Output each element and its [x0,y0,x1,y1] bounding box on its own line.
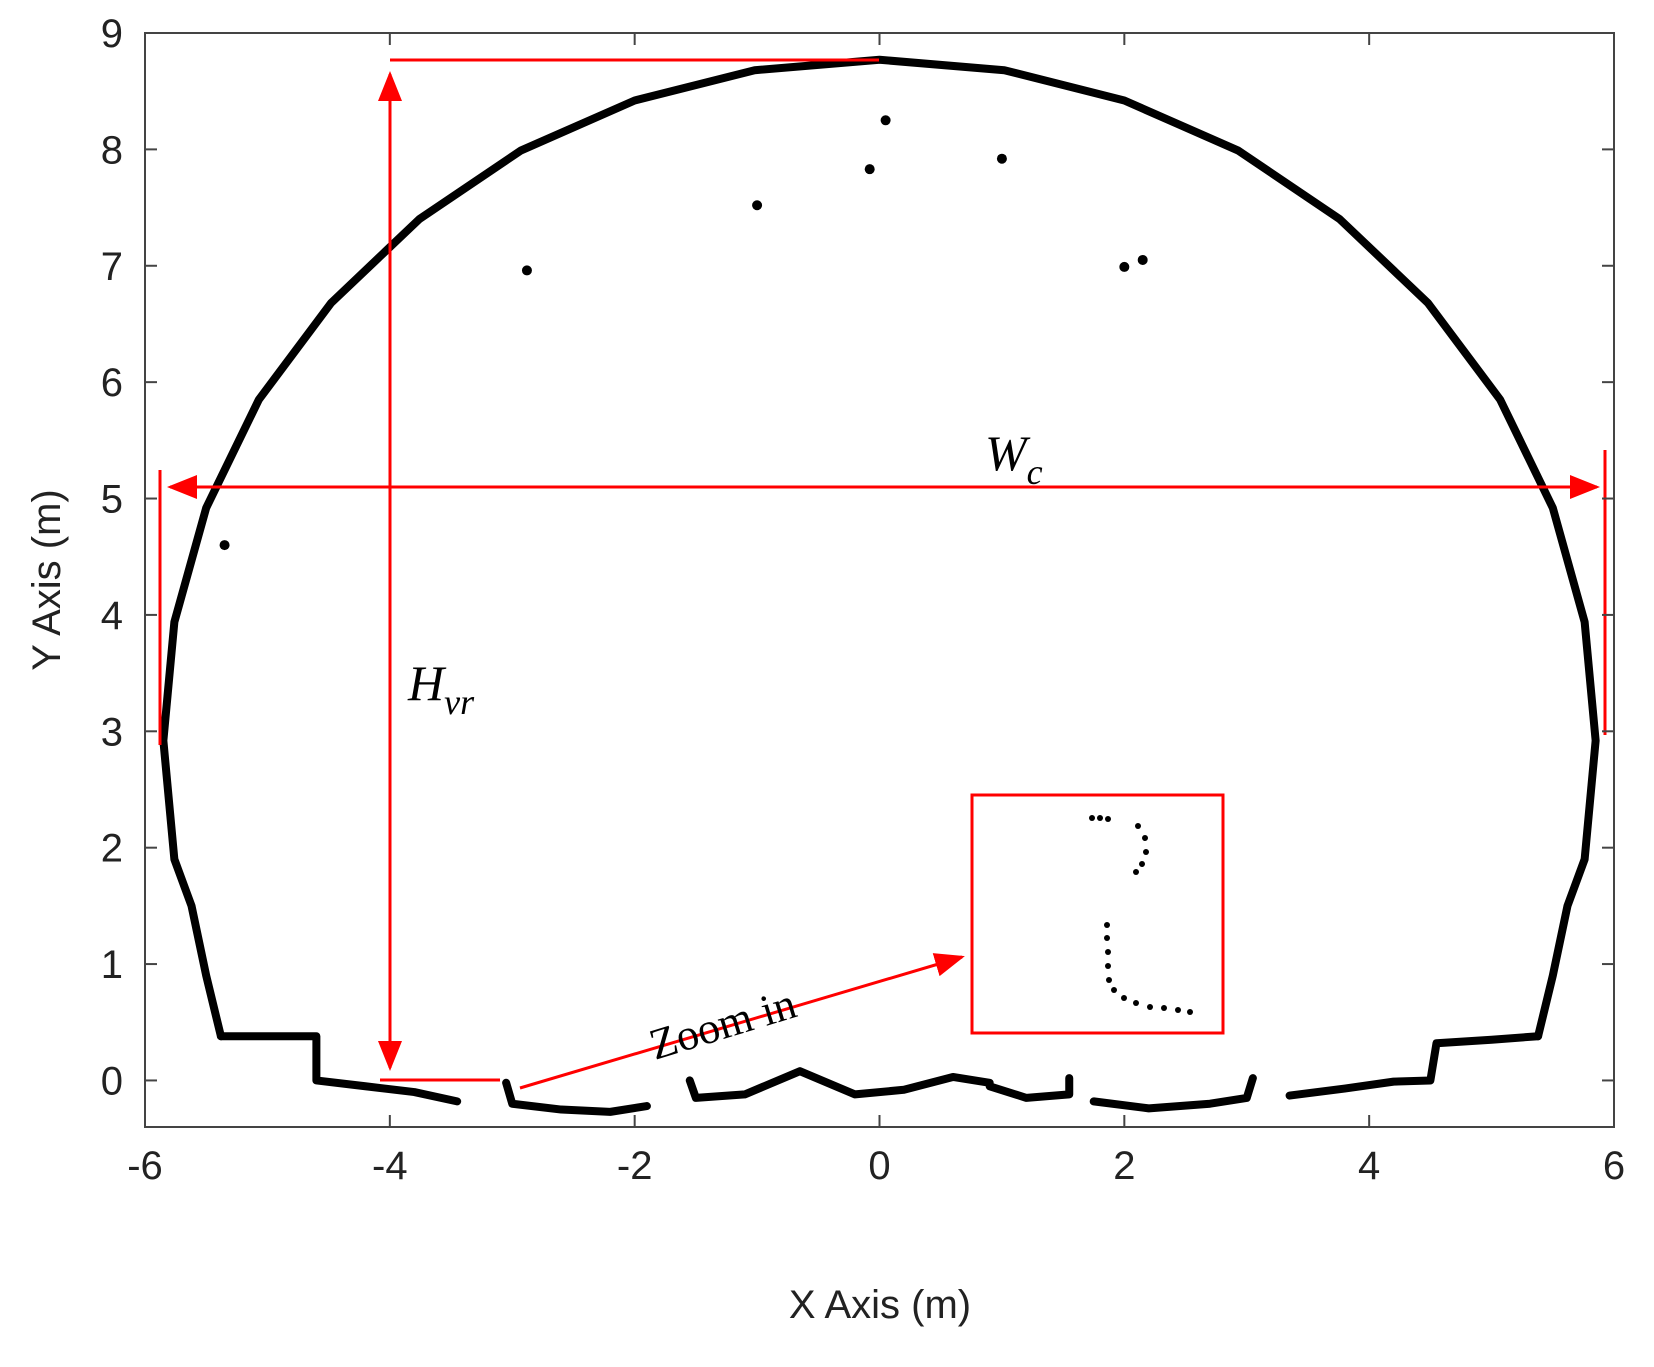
x-tick-label: 0 [868,1144,890,1188]
point-trace [216,1032,1543,1116]
y-tick-label: 3 [101,710,123,754]
x-tick-label: 4 [1358,1144,1380,1188]
point [521,265,532,276]
x-tick-label: -2 [617,1144,653,1188]
point [1137,254,1148,265]
axes-frame [144,32,1615,1128]
width-label: Wc [985,425,1043,492]
x-tick-label: 2 [1113,1144,1135,1188]
y-tick-label: 2 [101,827,123,871]
x-tick-label: -4 [372,1144,408,1188]
zoom-points [1089,815,1193,1015]
point [880,115,891,126]
y-tick-label: 5 [101,478,123,522]
point [864,164,875,175]
zoom-arrow [519,953,965,1090]
x-tick-label: -6 [127,1144,163,1188]
y-tick-label: 8 [101,128,123,172]
point-trace [159,55,1600,1041]
x-tick-label: 6 [1603,1144,1625,1188]
y-tick-label: 6 [101,361,123,405]
zoom-label: Zoom in [644,979,802,1070]
x-axis-label: X Axis (m) [789,1283,971,1327]
y-tick-label: 4 [101,594,123,638]
y-tick-label: 7 [101,245,123,289]
y-axis-label: Y Axis (m) [25,489,69,671]
plot-area [159,55,1600,1116]
point [752,200,763,211]
y-tick-label: 0 [101,1059,123,1103]
point [1119,261,1130,272]
zoom-box [970,793,1225,1035]
annotations [158,58,1607,1090]
y-tick-label: 1 [101,943,123,987]
point [219,540,230,551]
height-label: Hvr [407,655,475,722]
y-tick-label: 9 [101,12,123,56]
point [996,153,1007,164]
